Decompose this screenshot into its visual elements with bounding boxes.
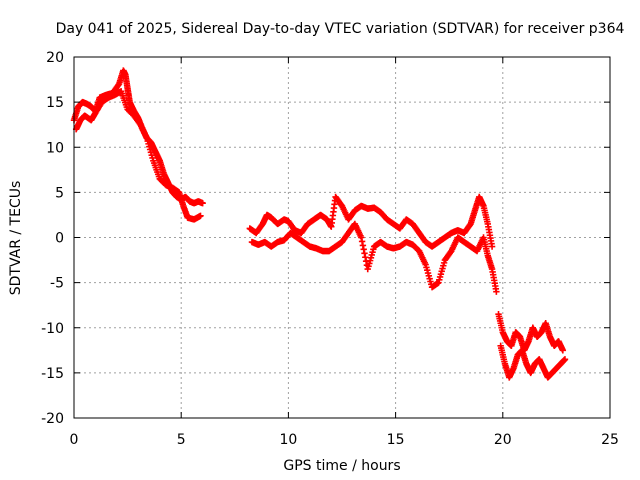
data-point [362,254,369,261]
y-tick-labels: -20 -15 -10 -5 0 5 10 15 20 [41,50,64,427]
series-segment-b-upper [246,193,496,250]
y-tick-label: 0 [55,231,64,247]
data-point [359,242,367,249]
data-point [493,288,500,295]
series-segment-c-upper [495,311,567,354]
tick-marks [73,56,611,419]
data-point [199,200,206,207]
x-tick-labels: 0 5 10 15 20 25 [70,432,619,448]
chart-title: Day 041 of 2025, Sidereal Day-to-day VTE… [56,21,625,37]
series-segment-a-upper [70,67,206,207]
y-axis-label: SDTVAR / TECUs [8,181,24,296]
data-point [559,347,567,354]
x-tick-label: 15 [387,432,405,448]
x-tick-label: 5 [177,432,186,448]
x-tick-label: 20 [494,432,512,448]
series-segment-b-lower [248,220,500,295]
y-tick-label: 5 [55,185,64,201]
data-point [358,234,365,241]
x-tick-label: 25 [601,432,619,448]
data-point [488,243,496,250]
data-point [361,250,368,257]
y-tick-label: -10 [41,321,64,337]
series-segment-c-lower [497,342,569,381]
y-tick-label: 20 [46,50,64,66]
x-tick-label: 0 [70,432,79,448]
y-tick-label: 15 [46,95,64,111]
x-tick-label: 10 [279,432,297,448]
data-point [561,356,569,363]
series-segment-a-lower [72,88,204,223]
y-tick-label: 10 [46,140,64,156]
y-tick-label: -20 [41,411,64,427]
y-tick-label: -15 [41,366,64,382]
grid-lines [74,57,610,418]
data-point [197,212,204,220]
data-point [358,238,366,245]
y-tick-label: -5 [50,276,64,292]
x-axis-label: GPS time / hours [283,458,400,474]
data-points [70,67,569,381]
data-point [360,246,367,253]
